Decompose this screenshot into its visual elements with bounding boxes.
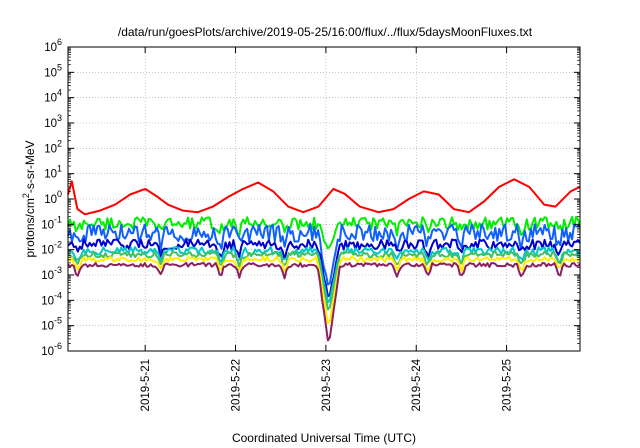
series-line [67, 261, 581, 342]
series-line [67, 216, 581, 250]
x-tick-label: 2019-5-22 [231, 359, 243, 411]
x-tick-label: 2019-5-23 [321, 359, 333, 411]
y-tick-label: 102 [44, 138, 62, 155]
series-line [67, 178, 581, 216]
x-tick-label: 2019-5-24 [411, 358, 423, 411]
series-line [67, 250, 581, 311]
y-tick-label: 10-2 [41, 240, 62, 257]
y-axis-label: protons/cm2-s-sr-MeV [21, 140, 37, 257]
y-tick-label: 10-4 [41, 290, 62, 307]
series-group [67, 178, 581, 342]
y-tick-label: 100 [44, 189, 62, 206]
x-tick-label: 2019-5-25 [502, 359, 514, 411]
series-line [67, 238, 581, 298]
x-tick-label: 2019-5-21 [140, 359, 152, 411]
y-tick-label: 10-5 [41, 316, 62, 333]
y-tick-label: 101 [44, 164, 62, 181]
series-line [67, 255, 581, 325]
y-tick-label: 104 [44, 88, 62, 105]
x-axis-label: Coordinated Universal Time (UTC) [232, 431, 416, 445]
x-axis-ticks: 2019-5-21 2019-5-22 2019-5-23 2019-5-24 2019… [140, 47, 514, 411]
y-tick-label: 10-3 [41, 265, 62, 282]
y-tick-label: 105 [44, 62, 62, 79]
series-line [67, 223, 581, 286]
chart-title: /data/run/goesPlots/archive/2019-05-25/1… [118, 25, 533, 39]
y-axis-label-unit: -s-sr-MeV [23, 140, 37, 193]
y-tick-label: 103 [44, 113, 62, 130]
y-axis-ticks: 10-6 10-5 10-4 10-3 10-2 10-1 100 101 102 103 104 1… [41, 37, 580, 358]
y-tick-label: 106 [44, 37, 62, 54]
y-axis-label-main: protons/cm [23, 198, 37, 257]
y-tick-label: 10-6 [41, 341, 62, 358]
y-tick-label: 10-1 [41, 214, 62, 231]
y-axis-label-sup: 2 [21, 193, 31, 198]
